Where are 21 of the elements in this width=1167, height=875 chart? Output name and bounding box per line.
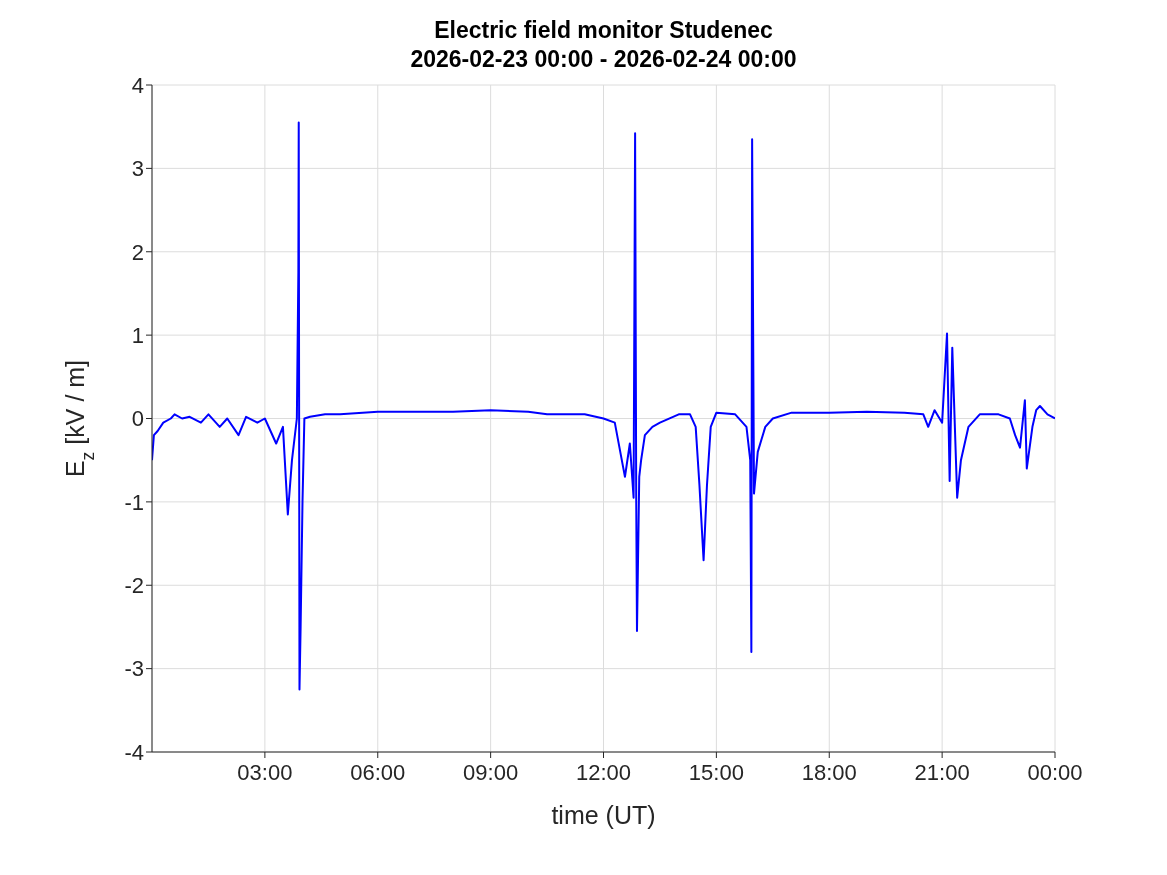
x-tick-label: 06:00 — [350, 759, 406, 785]
x-tick-label: 21:00 — [914, 759, 970, 785]
x-axis-title: time (UT) — [551, 801, 656, 829]
line-series — [152, 121, 1055, 691]
x-tick-label: 00:00 — [1027, 759, 1083, 785]
chart-subtitle: 2026-02-23 00:00 - 2026-02-24 00:00 — [409, 45, 798, 74]
y-tick-label: 1 — [131, 322, 144, 348]
x-tick-label: 03:00 — [237, 759, 293, 785]
x-tick-label: 09:00 — [463, 759, 519, 785]
y-tick-label: -3 — [124, 656, 144, 682]
y-tick-label: -1 — [124, 489, 144, 515]
x-tick-label: 15:00 — [688, 759, 744, 785]
y-tick-label: -2 — [124, 573, 144, 599]
y-tick-label: 2 — [131, 239, 144, 265]
chart-title: Electric field monitor Studenec — [433, 16, 774, 45]
y-tick-label: -4 — [124, 739, 144, 765]
x-tick-label: 18:00 — [801, 759, 857, 785]
x-tick-label: 12:00 — [575, 759, 632, 785]
y-tick-label: 0 — [131, 406, 144, 432]
y-tick-label: 4 — [131, 72, 144, 98]
y-tick-label: 3 — [131, 156, 144, 182]
